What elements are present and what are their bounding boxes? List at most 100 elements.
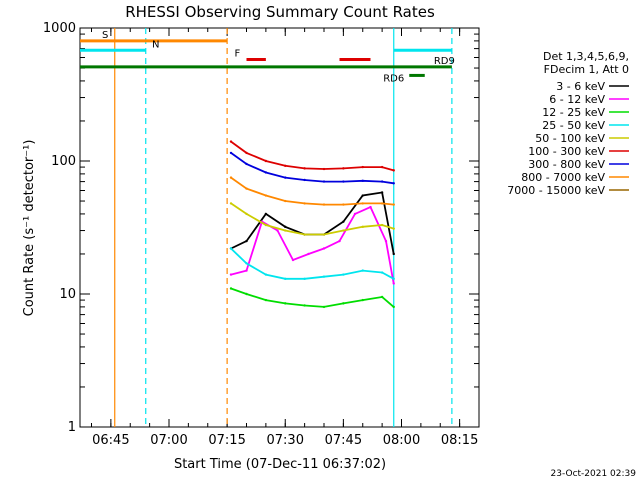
series-point	[264, 273, 268, 276]
series-point	[276, 229, 279, 232]
x-tick-label: 07:00	[150, 433, 187, 448]
legend-header-line: FDecim 1, Att 0	[544, 63, 629, 76]
series-line-1	[230, 205, 395, 284]
series-point	[380, 165, 384, 169]
series-point	[361, 165, 364, 169]
legend-entry-label: 12 - 25 keV	[542, 106, 605, 119]
series-point	[303, 178, 306, 182]
series-point	[322, 305, 326, 309]
series-point	[229, 176, 233, 179]
series-point	[392, 169, 395, 172]
series-point	[338, 239, 341, 243]
series-point	[303, 304, 306, 307]
series-point	[264, 212, 268, 216]
series-point	[342, 302, 345, 305]
y-tick-label: 100	[51, 154, 76, 169]
series-point	[342, 203, 345, 206]
series-line-3	[230, 247, 395, 280]
series-point	[322, 247, 326, 250]
axis-ticks: 1 10 100 1000 06:45 07:00 07:15 07:30 07:45 08:00…	[43, 21, 480, 448]
series-point	[361, 298, 364, 302]
x-tick-label: 08:00	[383, 433, 420, 448]
series-point	[322, 203, 326, 206]
series-point	[380, 202, 384, 205]
annotation-layer: S N F RD9 RD6	[80, 28, 455, 427]
series-point	[245, 212, 248, 216]
x-tick-label: 07:30	[267, 433, 304, 448]
legend-entry-label: 3 - 6 keV	[556, 80, 605, 93]
legend-entry-label: 25 - 50 keV	[542, 119, 605, 132]
series-line-5	[230, 140, 394, 172]
series-line-2	[230, 287, 395, 308]
y-tick-label: 1	[68, 420, 76, 435]
state-bar-label: N	[152, 39, 159, 50]
series-line-6	[230, 152, 394, 185]
state-bar-label: F	[234, 48, 240, 59]
series-point	[284, 225, 287, 229]
series-point	[264, 298, 268, 302]
y-tick-label: 1000	[43, 21, 76, 36]
series-point	[392, 182, 395, 185]
legend-entry-label: 100 - 300 keV	[528, 145, 605, 158]
series-point	[245, 292, 248, 296]
series-point	[229, 202, 233, 205]
legend-entry-label: 6 - 12 keV	[549, 93, 605, 106]
legend-entry-label: 7000 - 15000 keV	[507, 184, 605, 197]
series-point	[229, 287, 233, 290]
series-point	[284, 277, 287, 281]
series-point	[303, 167, 306, 170]
series-point	[291, 258, 295, 262]
series-point	[361, 179, 364, 182]
legend-entry-label: 800 - 7000 keV	[521, 171, 605, 184]
series-point	[342, 167, 345, 170]
series-point	[342, 180, 345, 183]
legend-entry-label: 300 - 800 keV	[528, 158, 605, 171]
series-point	[380, 223, 384, 227]
series-point	[245, 187, 248, 190]
series-point	[392, 282, 395, 285]
series-point	[392, 203, 395, 206]
series-point	[284, 229, 287, 232]
series-line-7	[230, 176, 394, 206]
legend-header-line: Det 1,3,4,5,6,9,	[543, 50, 629, 63]
x-tick-label: 06:45	[92, 433, 129, 448]
series-point	[342, 220, 345, 223]
series-point	[322, 167, 326, 171]
plot-frame	[79, 27, 480, 428]
series-point	[229, 273, 233, 276]
y-tick-label: 10	[59, 287, 76, 302]
footer-timestamp: 23-Oct-2021 02:39	[551, 469, 637, 479]
series-point	[303, 233, 306, 236]
state-bar-label: RD9	[434, 56, 455, 67]
series-point	[369, 205, 372, 209]
series-point	[384, 239, 388, 243]
series-point	[342, 229, 345, 232]
series-point	[361, 194, 364, 197]
legend: Det 1,3,4,5,6,9,FDecim 1, Att 0 3 - 6 keV…	[507, 50, 629, 197]
x-tick-label: 08:15	[441, 433, 478, 448]
series-point	[392, 227, 395, 230]
series-point	[361, 225, 364, 229]
series-point	[322, 275, 326, 278]
series-point	[392, 252, 395, 256]
state-bar-label: RD6	[383, 73, 404, 84]
series-point	[229, 247, 233, 250]
series-point	[303, 277, 306, 281]
series-point	[353, 212, 357, 216]
series-point	[284, 302, 287, 305]
series-point	[284, 199, 287, 203]
chart-title: RHESSI Observing Summary Count Rates	[125, 3, 435, 21]
series-layer	[229, 140, 395, 309]
series-point	[380, 271, 384, 274]
state-bar-label: S	[102, 30, 108, 41]
series-point	[303, 202, 306, 205]
y-axis-label: Count Rate (s⁻¹ detector⁻¹)	[22, 140, 37, 317]
series-point	[307, 252, 310, 256]
series-point	[245, 239, 248, 243]
series-point	[361, 202, 364, 205]
series-point	[245, 162, 248, 166]
x-tick-label: 07:15	[208, 433, 245, 448]
series-point	[380, 295, 384, 299]
series-point	[284, 176, 287, 179]
